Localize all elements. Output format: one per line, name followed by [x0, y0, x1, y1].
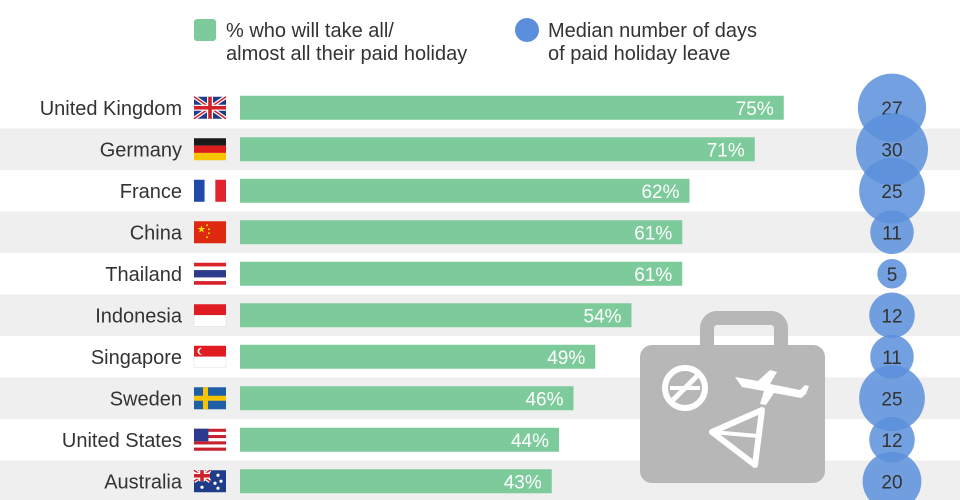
- chart-legend: % who will take all/ almost all their pa…: [194, 18, 757, 65]
- bar-legend-swatch: [194, 19, 216, 41]
- china-flag-icon: ★: [194, 221, 226, 244]
- country-label: Singapore: [91, 347, 182, 369]
- country-label: United States: [62, 430, 182, 452]
- table-row: Thailand 61% 5: [105, 259, 907, 289]
- bar: [240, 303, 632, 328]
- bubble-value-label: 25: [881, 389, 902, 410]
- bubble-value-label: 5: [887, 265, 898, 286]
- germany-flag-icon: [194, 138, 226, 161]
- bar-legend-line2: almost all their paid holiday: [226, 43, 467, 65]
- singapore-flag-icon: [193, 345, 227, 368]
- table-row: United States 44% 12: [62, 416, 915, 463]
- bar-value-label: 61%: [634, 265, 672, 286]
- bubble-value-label: 12: [881, 306, 902, 327]
- bar: [240, 137, 755, 162]
- indonesia-flag-icon: [193, 304, 227, 327]
- bar: [240, 261, 683, 286]
- country-label: Thailand: [105, 264, 182, 286]
- bar: [240, 427, 559, 452]
- bar-value-label: 49%: [547, 348, 585, 369]
- bar-value-label: 75%: [736, 99, 774, 120]
- bar: [240, 178, 690, 203]
- australia-flag-icon: [192, 468, 226, 493]
- bar-value-label: 54%: [583, 306, 621, 327]
- table-row: United Kingdom 75% 27: [40, 73, 927, 142]
- bar-value-label: 46%: [525, 389, 563, 410]
- country-label: Germany: [100, 139, 182, 161]
- bubble-value-label: 20: [881, 472, 902, 493]
- sweden-flag-icon: [194, 387, 226, 410]
- bar-value-label: 71%: [707, 140, 745, 161]
- bubble: [862, 451, 922, 500]
- bar-value-label: 43%: [504, 472, 542, 493]
- bar: [240, 469, 552, 494]
- bar: [240, 220, 683, 245]
- bubble: [859, 365, 925, 432]
- suitcase-icon: [640, 311, 825, 483]
- bubble: [869, 416, 915, 463]
- country-label: China: [130, 222, 183, 244]
- bubble-value-label: 25: [881, 182, 902, 203]
- bar: [240, 344, 596, 369]
- bubble: [869, 292, 915, 339]
- table-row: Sweden 46% 25: [110, 365, 925, 432]
- bubble-legend-line1: Median number of days: [548, 20, 757, 42]
- table-row: Australia 43% 20: [104, 451, 922, 500]
- table-row: Singapore 49% 11: [91, 334, 914, 379]
- bubble-value-label: 30: [881, 140, 902, 161]
- bar: [240, 386, 574, 411]
- thailand-flag-icon: [194, 262, 226, 285]
- bar-value-label: 61%: [634, 223, 672, 244]
- country-label: France: [120, 181, 182, 203]
- bubble-value-label: 11: [882, 348, 902, 369]
- uk-flag-icon: [192, 95, 228, 121]
- bar: [240, 95, 784, 120]
- country-label: Australia: [104, 471, 183, 493]
- table-row: Indonesia 54% 12: [95, 292, 915, 339]
- bubble: [877, 259, 907, 289]
- france-flag-icon: [194, 179, 226, 202]
- country-label: United Kingdom: [40, 98, 182, 120]
- bubble-legend-swatch: [515, 18, 539, 42]
- bubble-legend-line2: of paid holiday leave: [548, 43, 730, 65]
- bubble: [859, 157, 925, 224]
- bar-value-label: 44%: [511, 431, 549, 452]
- country-label: Sweden: [110, 388, 182, 410]
- svg-text:★: ★: [197, 224, 206, 235]
- bar-legend-line1: % who will take all/: [226, 20, 394, 42]
- bubble-value-label: 12: [881, 431, 902, 452]
- bubble-value-label: 11: [882, 223, 902, 244]
- bar-value-label: 62%: [641, 182, 679, 203]
- bubble: [870, 210, 914, 255]
- table-row: France 62% 25: [120, 157, 925, 224]
- country-label: Indonesia: [95, 305, 183, 327]
- usa-flag-icon: [194, 428, 226, 451]
- table-row: China ★ 61% 11: [130, 210, 914, 255]
